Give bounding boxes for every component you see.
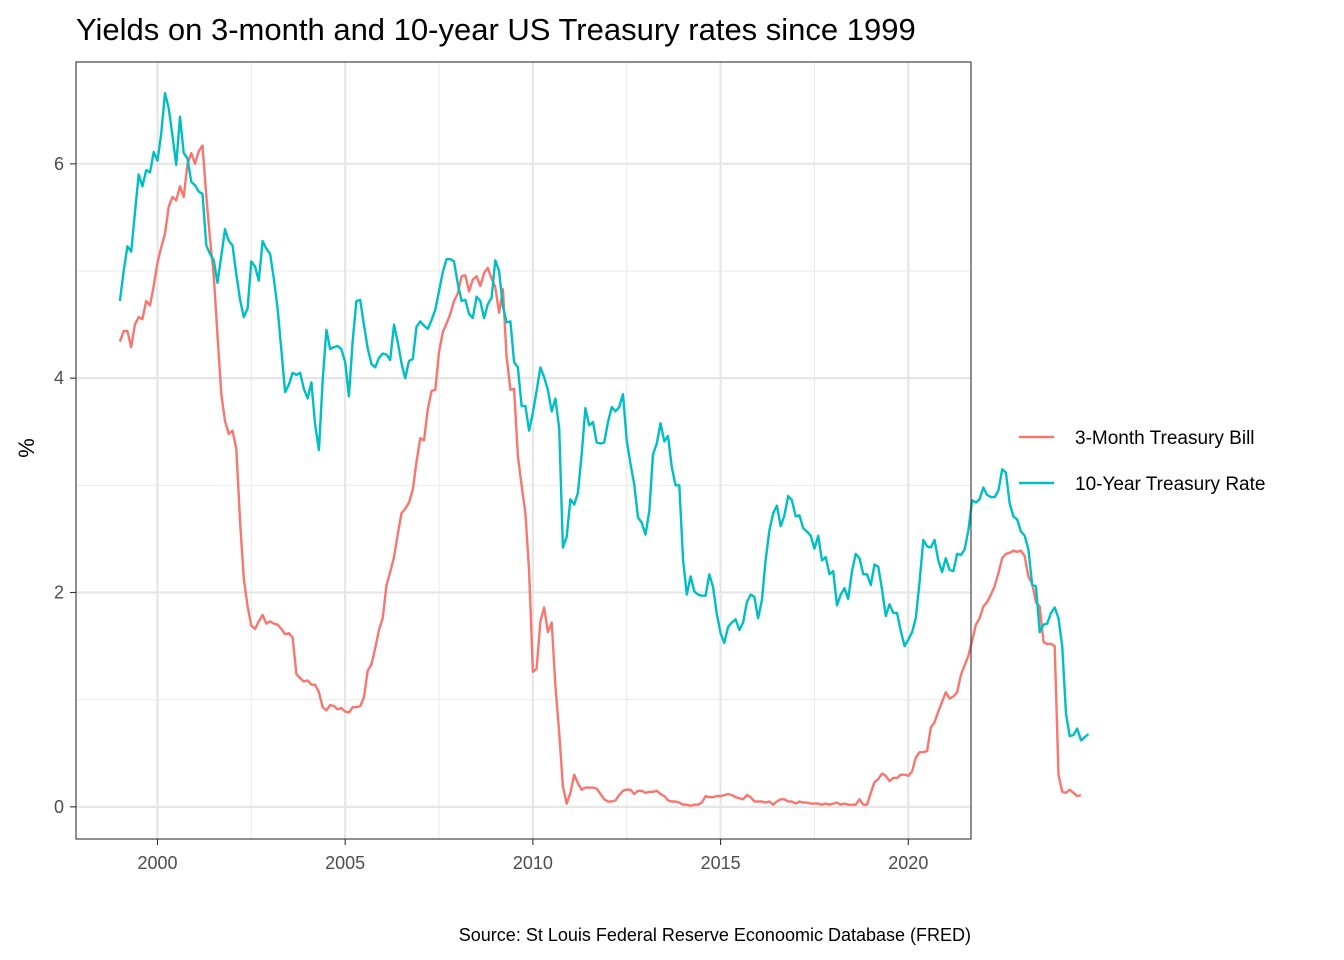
y-tick-label: 6 <box>54 154 64 174</box>
x-tick-label: 2000 <box>137 853 177 873</box>
y-axis-label: % <box>14 438 39 458</box>
legend-label-3-month: 3-Month Treasury Bill <box>1075 428 1255 449</box>
x-axis: 2000 2005 2010 2015 2020 <box>137 839 928 873</box>
series-line-10-year <box>118 91 1090 742</box>
caption: Source: St Louis Federal Reserve Econoom… <box>459 925 971 945</box>
y-axis: 0 2 4 6 <box>54 154 76 817</box>
panel-background <box>76 62 971 839</box>
x-tick-label: 2020 <box>888 853 928 873</box>
x-tick-label: 2005 <box>325 853 365 873</box>
y-tick-label: 4 <box>54 368 64 388</box>
grid-major <box>76 62 971 839</box>
series-line-3-month <box>118 144 1082 807</box>
series-layer <box>118 91 1090 807</box>
y-tick-label: 2 <box>54 583 64 603</box>
legend-label-10-year: 10-Year Treasury Rate <box>1075 474 1265 495</box>
chart-title: Yields on 3-month and 10-year US Treasur… <box>76 12 916 47</box>
panel-border <box>75 61 972 840</box>
legend: 3-Month Treasury Bill 10-Year Treasury R… <box>1019 428 1265 495</box>
x-tick-label: 2010 <box>513 853 553 873</box>
x-tick-label: 2015 <box>701 853 741 873</box>
y-tick-label: 0 <box>54 797 64 817</box>
plot-panel <box>75 61 1090 840</box>
grid-minor <box>76 62 971 839</box>
